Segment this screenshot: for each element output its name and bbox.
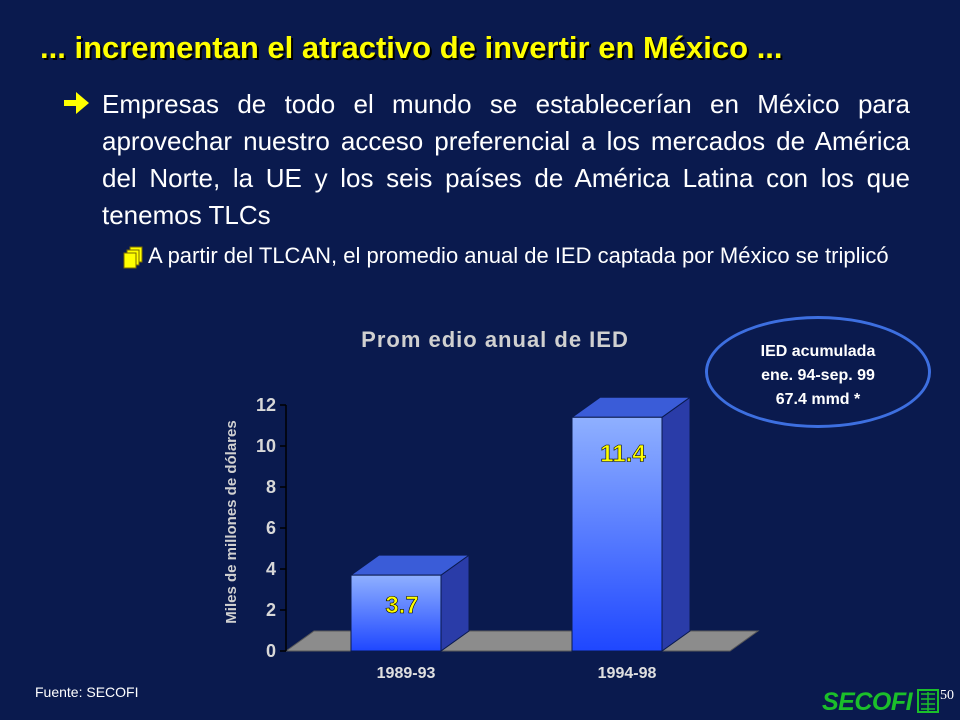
arrow-right-icon — [64, 92, 89, 114]
source-note: Fuente: SECOFI — [35, 684, 139, 700]
stacked-pages-icon — [123, 246, 143, 269]
secofi-logo: SECOFI — [822, 688, 939, 716]
callout-line-1: IED acumulada — [760, 343, 876, 360]
y-tick-label: 8 — [266, 477, 276, 497]
page-number: 50 — [940, 688, 954, 703]
sub-bullet-text: A partir del TLCAN, el promedio anual de… — [148, 243, 889, 268]
x-tick-label: 1989-93 — [377, 665, 436, 682]
y-tick-label: 10 — [256, 436, 276, 456]
bar-side — [661, 396, 691, 652]
bar-data-label: 11.4 — [600, 440, 646, 467]
callout-line-2: ene. 94-sep. 99 — [761, 367, 875, 384]
bar-data-label: 3.7 — [385, 592, 418, 619]
bar — [350, 574, 442, 652]
chart-title: Prom edio anual de IED — [361, 327, 629, 352]
bar — [571, 416, 663, 652]
y-tick-label: 0 — [266, 641, 276, 661]
y-tick-label: 2 — [266, 600, 276, 620]
y-tick-label: 6 — [266, 518, 276, 538]
callout-line-3: 67.4 mmd * — [775, 391, 861, 408]
y-tick-label: 4 — [266, 559, 276, 579]
x-tick-label: 1994-98 — [598, 665, 657, 682]
svg-text:SECOFI: SECOFI — [822, 688, 914, 716]
y-tick-label: 12 — [256, 395, 276, 415]
callout-ellipse — [705, 316, 931, 428]
slide-title: ... incrementan el atractivo de invertir… — [40, 30, 783, 65]
y-axis-title: Miles de millones de dólares — [223, 420, 240, 623]
main-bullet-text: Empresas de todo el mundo se establecerí… — [102, 89, 910, 230]
